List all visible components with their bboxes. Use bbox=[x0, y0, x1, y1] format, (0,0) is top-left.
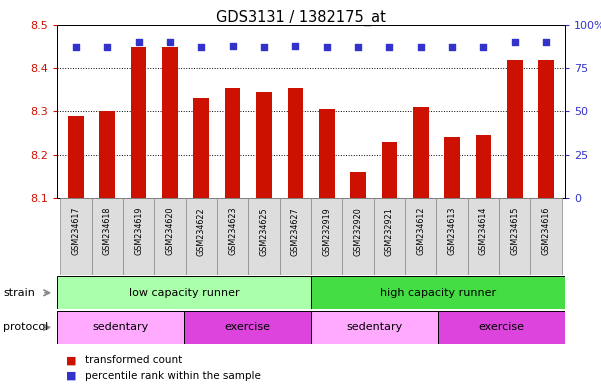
Text: sedentary: sedentary bbox=[346, 322, 403, 333]
Text: ■: ■ bbox=[66, 355, 76, 365]
Text: GSM234620: GSM234620 bbox=[165, 207, 174, 255]
Point bbox=[102, 44, 112, 50]
Bar bbox=[248, 198, 279, 275]
Bar bbox=[311, 311, 438, 344]
Bar bbox=[184, 311, 311, 344]
Bar bbox=[131, 46, 147, 198]
Text: GSM232920: GSM232920 bbox=[353, 207, 362, 256]
Bar bbox=[343, 198, 374, 275]
Text: exercise: exercise bbox=[225, 322, 270, 333]
Text: GSM234615: GSM234615 bbox=[510, 207, 519, 255]
Bar bbox=[413, 107, 429, 198]
Point bbox=[197, 44, 206, 50]
Text: strain: strain bbox=[3, 288, 35, 298]
Point bbox=[478, 44, 488, 50]
Bar bbox=[217, 198, 248, 275]
Bar bbox=[374, 198, 405, 275]
Text: GSM234614: GSM234614 bbox=[479, 207, 488, 255]
Point bbox=[510, 39, 520, 45]
Text: GSM234622: GSM234622 bbox=[197, 207, 206, 256]
Bar bbox=[475, 135, 491, 198]
Point bbox=[353, 44, 363, 50]
Point bbox=[134, 39, 144, 45]
Bar bbox=[499, 198, 531, 275]
Text: GSM234627: GSM234627 bbox=[291, 207, 300, 256]
Bar bbox=[99, 111, 115, 198]
Bar bbox=[438, 311, 565, 344]
Point bbox=[385, 44, 394, 50]
Bar bbox=[256, 92, 272, 198]
Bar bbox=[57, 276, 311, 309]
Text: transformed count: transformed count bbox=[85, 355, 183, 365]
Text: sedentary: sedentary bbox=[93, 322, 148, 333]
Text: GDS3131 / 1382175_at: GDS3131 / 1382175_at bbox=[216, 10, 385, 26]
Text: GSM234617: GSM234617 bbox=[72, 207, 81, 255]
Point bbox=[290, 43, 300, 49]
Bar bbox=[91, 198, 123, 275]
Text: GSM234618: GSM234618 bbox=[103, 207, 112, 255]
Text: GSM234613: GSM234613 bbox=[448, 207, 457, 255]
Text: ■: ■ bbox=[66, 371, 76, 381]
Point bbox=[259, 44, 269, 50]
Text: protocol: protocol bbox=[3, 322, 48, 333]
Bar bbox=[287, 88, 303, 198]
Point bbox=[71, 44, 81, 50]
Point bbox=[447, 44, 457, 50]
Bar bbox=[444, 137, 460, 198]
Bar bbox=[468, 198, 499, 275]
Bar bbox=[350, 172, 366, 198]
Bar bbox=[311, 276, 565, 309]
Text: low capacity runner: low capacity runner bbox=[129, 288, 239, 298]
Text: exercise: exercise bbox=[478, 322, 525, 333]
Bar bbox=[154, 198, 186, 275]
Bar bbox=[311, 198, 343, 275]
Text: GSM234612: GSM234612 bbox=[416, 207, 426, 255]
Bar bbox=[382, 142, 397, 198]
Bar bbox=[538, 60, 554, 198]
Bar bbox=[225, 88, 240, 198]
Bar bbox=[194, 98, 209, 198]
Text: GSM232921: GSM232921 bbox=[385, 207, 394, 256]
Bar bbox=[60, 198, 91, 275]
Point bbox=[165, 39, 175, 45]
Text: GSM234625: GSM234625 bbox=[260, 207, 269, 256]
Bar bbox=[57, 311, 184, 344]
Bar bbox=[319, 109, 335, 198]
Bar bbox=[531, 198, 562, 275]
Bar bbox=[123, 198, 154, 275]
Bar bbox=[507, 60, 523, 198]
Bar bbox=[162, 46, 178, 198]
Bar bbox=[436, 198, 468, 275]
Bar bbox=[279, 198, 311, 275]
Point bbox=[542, 39, 551, 45]
Text: GSM234616: GSM234616 bbox=[542, 207, 551, 255]
Bar bbox=[68, 116, 84, 198]
Point bbox=[228, 43, 237, 49]
Point bbox=[416, 44, 426, 50]
Point bbox=[322, 44, 332, 50]
Text: GSM232919: GSM232919 bbox=[322, 207, 331, 256]
Text: high capacity runner: high capacity runner bbox=[380, 288, 496, 298]
Text: percentile rank within the sample: percentile rank within the sample bbox=[85, 371, 261, 381]
Text: GSM234623: GSM234623 bbox=[228, 207, 237, 255]
Text: GSM234619: GSM234619 bbox=[134, 207, 143, 255]
Bar bbox=[405, 198, 436, 275]
Bar bbox=[186, 198, 217, 275]
